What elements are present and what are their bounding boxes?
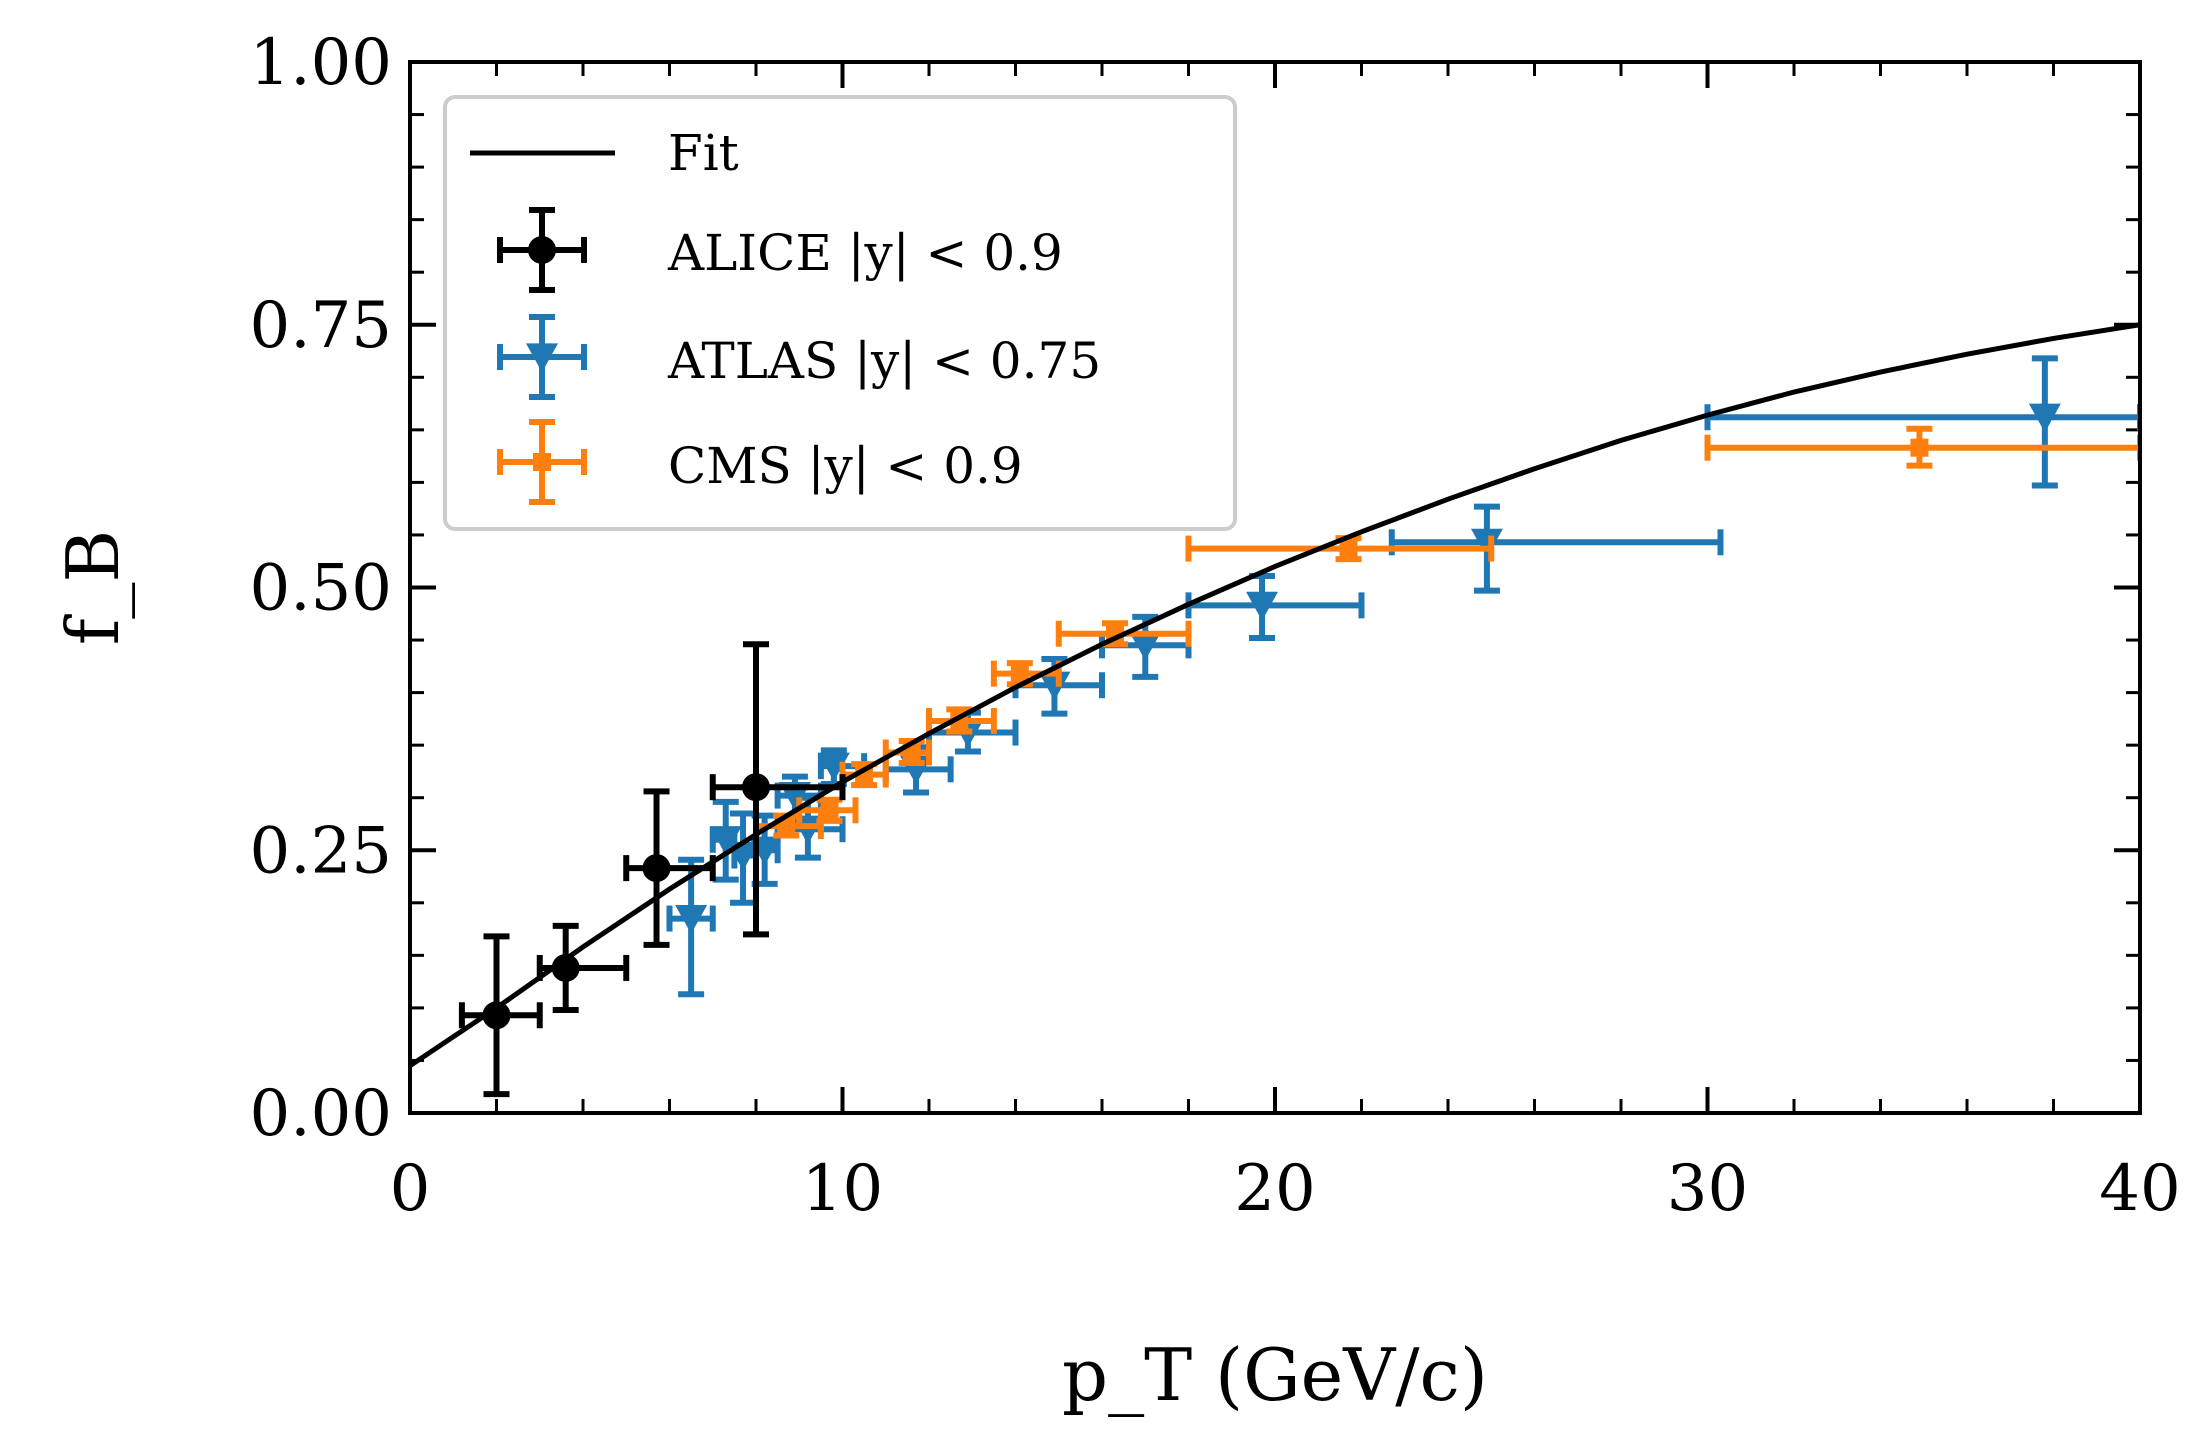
x-tick-label: 0 <box>390 1152 431 1226</box>
legend-alice-label: ALICE |y| < 0.9 <box>667 224 1063 282</box>
y-axis-label-text: f_B <box>51 530 135 646</box>
legend-cms-marker <box>533 453 551 471</box>
atlas-marker <box>1038 671 1071 701</box>
atlas-point <box>666 856 716 998</box>
cms-point <box>926 706 997 735</box>
legend-box <box>443 95 1237 531</box>
legend-atlas-swatch <box>497 314 587 400</box>
atlas-marker <box>1129 631 1162 661</box>
alice-marker <box>551 953 580 982</box>
x-axis-label-text: p_T (GeV/c) <box>1062 1333 1488 1417</box>
legend-fit-label: Fit <box>668 124 739 182</box>
plot-area <box>410 322 2140 1098</box>
legend-alice-marker <box>528 236 556 264</box>
legend-cms-label: CMS |y| < 0.9 <box>668 437 1023 495</box>
cms-marker <box>820 801 839 820</box>
atlas-marker <box>2028 403 2061 433</box>
tick-labels: 0 10 20 30 40 0.00 0.25 0.50 0.75 1.00 <box>250 26 2181 1226</box>
x-tick-label: 40 <box>2099 1152 2180 1226</box>
cms-marker <box>1910 438 1929 457</box>
legend-atlas-label: ATLAS |y| < 0.75 <box>667 332 1101 390</box>
y-tick-label: 1.00 <box>250 26 393 100</box>
fit-curve <box>410 322 2140 1068</box>
atlas-point <box>1704 355 2140 489</box>
alice-marker <box>482 1001 511 1030</box>
y-axis-label: f_B <box>51 530 135 646</box>
minor-ticks <box>410 62 2140 1113</box>
atlas-point <box>709 798 742 883</box>
atlas-marker <box>1470 528 1503 558</box>
cms-point <box>796 796 859 824</box>
atlas-marker <box>675 904 708 934</box>
x-tick-label: 30 <box>1667 1152 1748 1226</box>
y-tick-label: 0.75 <box>250 289 393 363</box>
legend-atlas-marker <box>526 343 558 373</box>
cms-point <box>1185 535 1495 563</box>
y-tick-label: 0.25 <box>250 814 393 888</box>
x-tick-label: 10 <box>802 1152 883 1226</box>
x-tick-label: 20 <box>1234 1152 1315 1226</box>
legend-alice-swatch <box>497 207 587 293</box>
atlas-marker <box>1246 591 1279 621</box>
alice-marker <box>742 773 770 802</box>
cms-point <box>1704 425 2140 469</box>
atlas-marker <box>817 752 850 782</box>
alice-point <box>709 641 846 938</box>
legend-cms-swatch <box>497 419 587 505</box>
cms-marker <box>1339 539 1358 558</box>
alice-point <box>458 933 543 1098</box>
y-tick-label: 0.00 <box>250 1077 393 1151</box>
cms-marker <box>1010 664 1029 683</box>
plot-frame <box>408 60 2142 1115</box>
x-axis-label: p_T (GeV/c) <box>1062 1333 1488 1417</box>
alice-marker <box>642 854 671 883</box>
y-tick-label: 0.50 <box>250 552 393 626</box>
legend: Fit ALICE |y| < 0.9 ATLAS |y| < 0.75 CMS… <box>443 95 1237 531</box>
atlas-marker <box>709 826 742 855</box>
